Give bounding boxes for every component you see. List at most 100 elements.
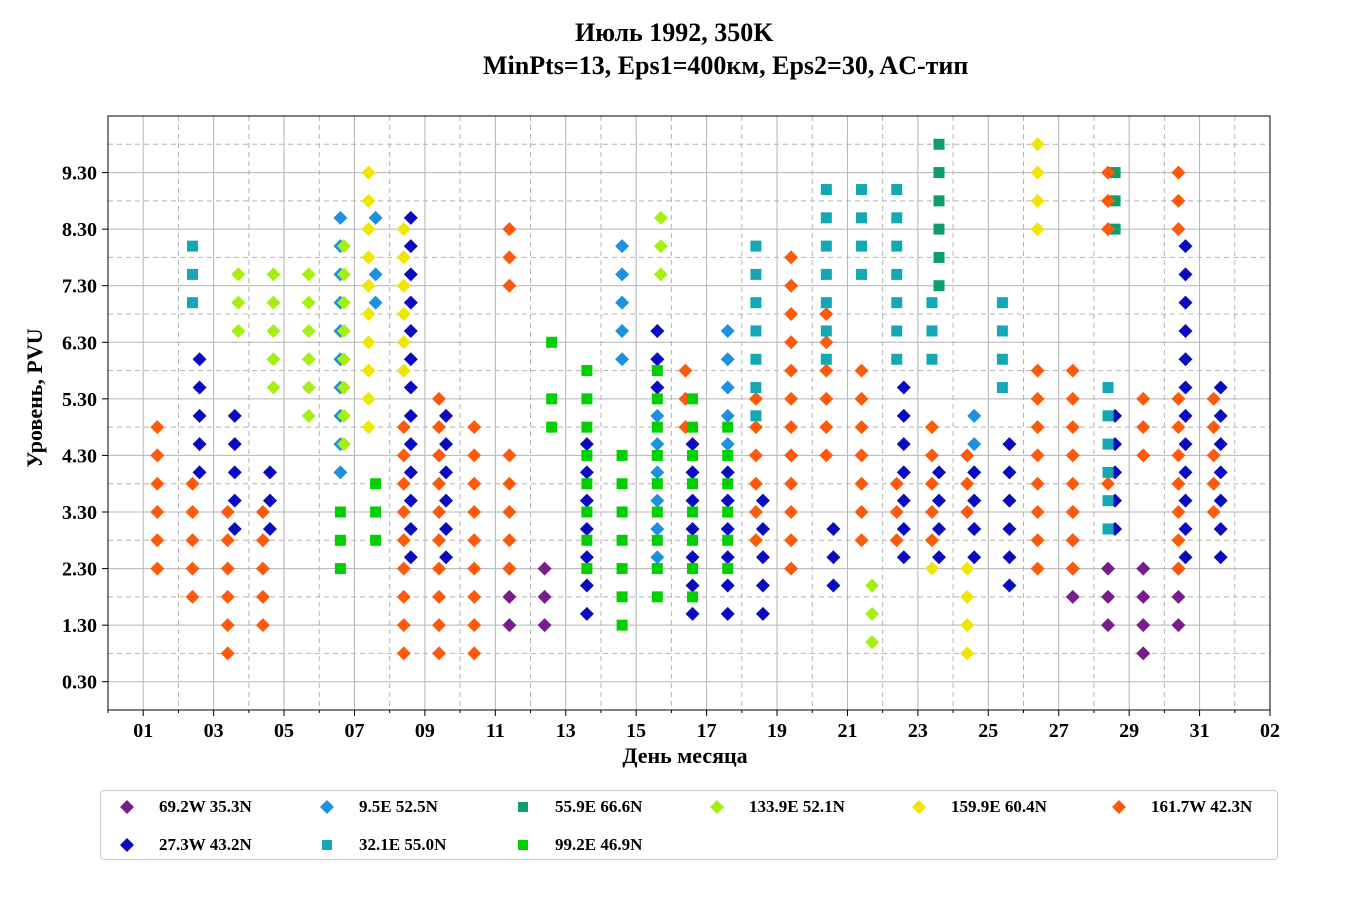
y-axis-label: Уровень, PVU xyxy=(22,328,47,467)
data-point xyxy=(722,421,734,433)
data-point xyxy=(579,437,594,452)
data-point xyxy=(784,335,799,350)
data-point xyxy=(685,606,700,621)
data-point xyxy=(396,222,411,237)
data-point xyxy=(220,533,235,548)
x-axis-label: День месяца xyxy=(622,743,747,768)
data-point xyxy=(650,493,665,508)
data-point xyxy=(1206,420,1221,435)
data-point xyxy=(227,493,242,508)
data-point xyxy=(687,449,699,461)
data-point xyxy=(820,240,832,252)
data-point xyxy=(403,295,418,310)
x-tick-label: 17 xyxy=(697,720,717,742)
data-point xyxy=(403,408,418,423)
data-point xyxy=(856,184,868,196)
data-point xyxy=(192,465,207,480)
data-point xyxy=(865,578,880,593)
data-point xyxy=(396,335,411,350)
y-tick-label: 5.30 xyxy=(62,389,97,411)
data-point xyxy=(819,448,834,463)
data-point xyxy=(616,563,628,575)
data-point xyxy=(431,391,446,406)
data-point xyxy=(896,550,911,565)
y-tick-label: 1.30 xyxy=(62,615,97,637)
data-point xyxy=(1178,408,1193,423)
data-point xyxy=(819,391,834,406)
data-point xyxy=(231,295,246,310)
data-point xyxy=(1136,391,1151,406)
grid xyxy=(107,115,1271,711)
data-point xyxy=(996,325,1008,337)
x-axis: 01 03 05 07 09 11 13 15 17 19 21 23 25 27 29 31 02 xyxy=(107,710,1280,742)
data-point xyxy=(1101,589,1116,604)
data-point xyxy=(826,550,841,565)
data-point xyxy=(502,505,517,519)
data-point xyxy=(396,363,411,378)
data-point xyxy=(1030,137,1045,152)
data-point xyxy=(439,465,454,480)
data-point xyxy=(896,493,911,508)
data-point xyxy=(687,506,699,518)
data-point xyxy=(1065,505,1080,519)
data-point xyxy=(581,393,593,405)
y-tick-label: 9.30 xyxy=(62,163,97,185)
data-point xyxy=(396,618,411,633)
data-point xyxy=(262,493,277,508)
y-tick-label: 3.30 xyxy=(62,502,97,524)
data-point xyxy=(720,521,735,536)
data-point xyxy=(820,184,832,196)
data-point xyxy=(396,589,411,604)
data-point xyxy=(819,307,834,321)
data-point xyxy=(431,420,446,435)
data-point xyxy=(854,476,869,491)
data-point xyxy=(262,465,277,480)
data-point xyxy=(687,563,699,575)
data-point xyxy=(1178,465,1193,480)
data-point xyxy=(546,393,558,405)
data-point xyxy=(820,325,832,337)
data-point xyxy=(722,506,734,518)
legend-label: 161.7W 42.3N xyxy=(1151,797,1253,816)
data-point xyxy=(368,295,383,310)
data-point xyxy=(220,505,235,519)
data-point xyxy=(651,449,663,461)
y-tick-label: 6.30 xyxy=(62,332,97,354)
data-point xyxy=(336,352,351,367)
data-point xyxy=(1206,476,1221,491)
data-point xyxy=(255,533,270,548)
data-point xyxy=(581,365,593,377)
data-point xyxy=(1171,589,1186,604)
x-tick-label: 23 xyxy=(908,720,928,742)
data-point xyxy=(1030,448,1045,463)
data-point xyxy=(301,323,316,338)
data-point xyxy=(1030,222,1045,237)
data-point xyxy=(336,408,351,423)
legend-marker xyxy=(120,800,134,814)
x-tick-label: 29 xyxy=(1119,720,1139,742)
data-point xyxy=(1178,521,1193,536)
data-point xyxy=(334,506,346,518)
data-point xyxy=(336,437,351,452)
data-point xyxy=(1178,437,1193,452)
legend-label: 55.9E 66.6N xyxy=(555,797,643,816)
data-point xyxy=(1065,561,1080,576)
data-point xyxy=(150,505,165,519)
legend-marker xyxy=(1112,800,1126,814)
data-point xyxy=(403,521,418,536)
data-point xyxy=(1213,465,1228,480)
data-point xyxy=(996,353,1008,365)
data-point xyxy=(685,578,700,593)
data-point xyxy=(192,380,207,395)
data-point xyxy=(924,420,939,435)
data-point xyxy=(651,534,663,546)
data-point xyxy=(896,380,911,395)
data-point xyxy=(687,478,699,490)
data-point xyxy=(651,478,663,490)
data-point xyxy=(396,420,411,435)
data-point xyxy=(227,521,242,536)
data-point xyxy=(581,563,593,575)
data-point xyxy=(396,646,411,661)
data-point xyxy=(967,521,982,536)
data-point xyxy=(336,239,351,254)
